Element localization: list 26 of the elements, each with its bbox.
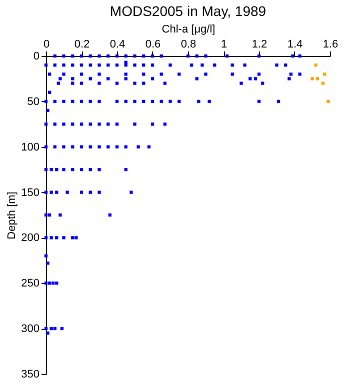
x-tick-label: 1.4: [287, 38, 303, 50]
x-axis-title: Chl-a [μg/l]: [162, 24, 216, 36]
y-tick-label: 350: [21, 368, 40, 380]
y-tick-label: 250: [21, 278, 40, 290]
point: [323, 72, 326, 76]
x-tick-label: 1.2: [252, 38, 268, 50]
x-tick-label: 1: [220, 38, 228, 50]
x-tick-label: 0.6: [145, 38, 161, 50]
y-tick-label: 50: [27, 96, 40, 108]
y-tick-label: 150: [21, 186, 40, 199]
point: [321, 82, 324, 85]
x-tick-label: 0.8: [180, 38, 196, 50]
point: [310, 77, 314, 80]
point: [316, 77, 320, 80]
point: [314, 64, 318, 67]
y-tick-label: 200: [21, 232, 40, 244]
y-axis-title: Depth [m]: [6, 192, 18, 240]
x-tick-label: 0.2: [74, 38, 90, 50]
x-tick-label: 1.6: [322, 38, 338, 50]
x-tick-label: 0.4: [110, 38, 126, 50]
point: [326, 100, 330, 104]
y-tick-label: 300: [21, 323, 40, 336]
x-tick-label: 0: [43, 38, 50, 50]
y-tick-label: 100: [21, 141, 40, 154]
chart-title: MODS2005 in May, 1989: [110, 3, 266, 19]
y-tick-label: 0: [33, 50, 40, 62]
